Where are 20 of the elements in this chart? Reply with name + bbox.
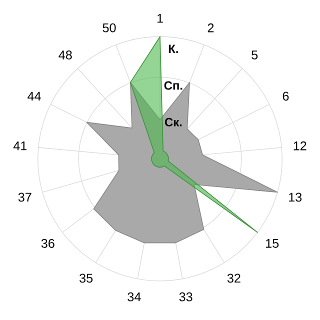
spoke-label: 6 — [282, 92, 289, 101]
spoke-label: 41 — [13, 141, 27, 150]
spoke-label: 35 — [80, 274, 93, 283]
spoke-label: 5 — [252, 50, 258, 60]
spoke-label: 32 — [227, 274, 240, 283]
text: Ск. — [164, 118, 182, 126]
spoke-label: 15 — [266, 239, 279, 248]
spoke-label: 36 — [41, 238, 54, 248]
spoke-label: 1 — [157, 14, 163, 23]
spoke-label: 33 — [179, 292, 192, 302]
spoke-label: 37 — [18, 192, 32, 202]
text: К. — [168, 44, 178, 53]
spoke-label: 34 — [128, 292, 141, 302]
spoke-label: 44 — [28, 92, 41, 101]
spoke-label: 50 — [102, 23, 116, 32]
text: Сп. — [164, 81, 182, 90]
spoke-label: 48 — [58, 50, 72, 60]
spoke-label: 2 — [208, 23, 214, 32]
spoke-label: 13 — [289, 192, 302, 202]
spoke-label: 12 — [294, 141, 306, 150]
